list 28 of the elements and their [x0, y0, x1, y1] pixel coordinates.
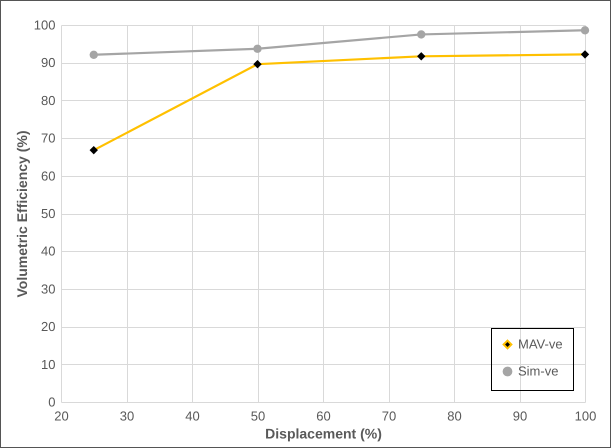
x-axis-title: Displacement (%): [265, 426, 382, 442]
legend-label: MAV-ve: [518, 336, 563, 352]
y-tick-label: 50: [41, 206, 56, 221]
x-tick-label: 80: [447, 408, 462, 424]
x-tick-label: 20: [54, 408, 69, 424]
y-tick-label: 40: [41, 244, 56, 259]
point: [580, 26, 590, 34]
y-tick-label: 10: [41, 356, 56, 372]
x-tick-label: 60: [316, 408, 331, 424]
y-tick-label: 100: [34, 18, 56, 32]
y-tick-label: 20: [41, 319, 56, 334]
x-tick-label: 40: [185, 408, 200, 424]
x-tick-label: 50: [250, 408, 266, 424]
y-tick-label: 60: [41, 168, 56, 184]
x-tick-label: 100: [574, 408, 596, 424]
point: [417, 30, 426, 39]
y-tick-label: 70: [41, 130, 56, 146]
x-tick-label: 70: [382, 408, 396, 424]
y-tick-label: 80: [41, 92, 56, 108]
y-tick-label: 90: [41, 55, 56, 70]
legend-label: Sim-ve: [518, 364, 558, 378]
point: [90, 50, 98, 59]
x-tick-label: 90: [512, 408, 528, 424]
y-tick-label: 30: [41, 281, 56, 296]
x-tick-label: 30: [120, 408, 134, 424]
y-axis-title: Volumetric Efficiency (%): [14, 130, 30, 298]
y-tick-label: 0: [48, 394, 56, 410]
point: [253, 44, 262, 53]
